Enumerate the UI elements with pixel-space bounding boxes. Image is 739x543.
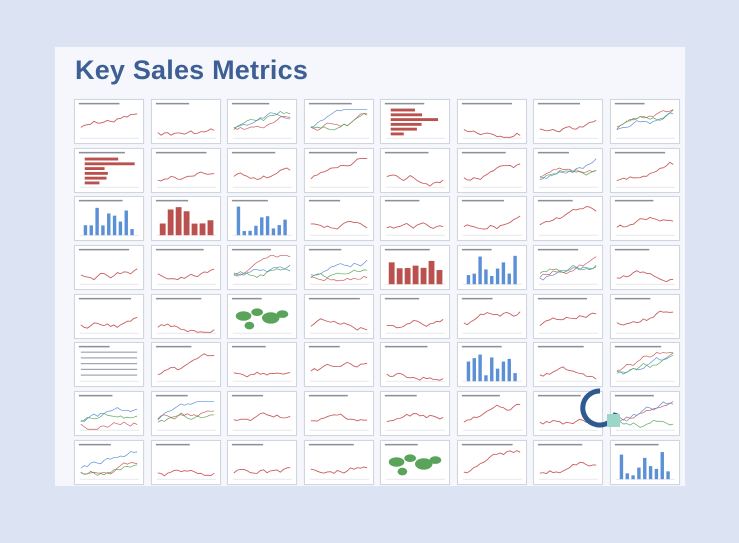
chart-thumbnail[interactable] <box>380 147 450 193</box>
chart-thumbnail[interactable] <box>533 293 603 339</box>
chart-thumbnail[interactable] <box>303 196 374 242</box>
chart-thumbnail[interactable] <box>380 293 450 339</box>
chart-thumbnail[interactable] <box>150 196 221 242</box>
chart-thumbnail[interactable] <box>533 99 603 144</box>
chart-thumbnail[interactable] <box>533 196 603 242</box>
chart-thumbnail[interactable] <box>303 293 374 339</box>
chart-thumbnail[interactable] <box>150 99 221 144</box>
chart-thumbnail[interactable] <box>609 245 680 291</box>
chart-thumbnail[interactable] <box>533 439 603 485</box>
chart-thumbnail[interactable] <box>150 391 221 437</box>
chart-thumbnail[interactable] <box>150 342 221 388</box>
chart-thumbnail[interactable] <box>380 439 450 485</box>
chart-thumbnail[interactable] <box>456 293 527 339</box>
chart-thumbnail[interactable] <box>303 147 374 193</box>
chart-thumbnail[interactable] <box>74 99 144 144</box>
chart-thumbnail[interactable] <box>150 293 221 339</box>
chart-thumbnail[interactable] <box>380 245 450 291</box>
chart-thumbnail[interactable] <box>227 196 297 242</box>
chart-thumbnail[interactable] <box>227 342 297 388</box>
chart-thumbnail[interactable] <box>303 391 374 437</box>
chart-thumbnail[interactable] <box>303 245 374 291</box>
chart-thumbnail[interactable] <box>74 293 144 339</box>
chart-thumbnail[interactable] <box>456 391 527 437</box>
dashboard-card: Key Sales Metrics <box>55 47 685 486</box>
chart-thumbnail[interactable] <box>380 391 450 437</box>
chart-thumbnail[interactable] <box>609 391 680 437</box>
chart-thumbnail[interactable] <box>150 439 221 485</box>
chart-thumbnail[interactable] <box>609 293 680 339</box>
chart-thumbnail[interactable] <box>303 99 374 144</box>
page-title: Key Sales Metrics <box>75 55 309 85</box>
chart-thumbnail[interactable] <box>74 196 144 242</box>
chart-thumbnail[interactable] <box>456 342 527 388</box>
chart-thumbnail[interactable] <box>456 439 527 485</box>
chart-thumbnail[interactable] <box>533 342 603 388</box>
chart-thumbnail[interactable] <box>456 147 527 193</box>
chart-thumbnail[interactable] <box>609 196 680 242</box>
chart-thumbnail[interactable] <box>456 196 527 242</box>
chart-thumbnail[interactable] <box>227 245 297 291</box>
chart-thumbnail[interactable] <box>380 342 450 388</box>
chart-thumbnail[interactable] <box>609 99 680 144</box>
chart-thumbnail[interactable] <box>533 147 603 193</box>
chart-thumbnail[interactable] <box>74 342 144 388</box>
chart-thumbnail[interactable] <box>456 245 527 291</box>
chart-thumbnail[interactable] <box>227 147 297 193</box>
chart-thumbnail[interactable] <box>456 99 527 144</box>
chart-thumbnail[interactable] <box>227 99 297 144</box>
chart-thumbnail[interactable] <box>150 147 221 193</box>
brand-logo-icon <box>580 388 620 428</box>
chart-thumbnail[interactable] <box>380 99 450 144</box>
chart-thumbnail[interactable] <box>533 391 603 437</box>
chart-thumbnail[interactable] <box>74 147 144 193</box>
chart-thumbnail[interactable] <box>227 439 297 485</box>
chart-thumbnail[interactable] <box>227 293 297 339</box>
chart-thumbnail[interactable] <box>609 439 680 485</box>
chart-thumbnail[interactable] <box>227 391 297 437</box>
chart-thumbnail[interactable] <box>74 391 144 437</box>
chart-thumbnail[interactable] <box>380 196 450 242</box>
chart-thumbnail-grid <box>74 99 680 485</box>
chart-thumbnail[interactable] <box>303 439 374 485</box>
chart-thumbnail[interactable] <box>74 245 144 291</box>
chart-thumbnail[interactable] <box>303 342 374 388</box>
chart-thumbnail[interactable] <box>150 245 221 291</box>
chart-thumbnail[interactable] <box>74 439 144 485</box>
chart-thumbnail[interactable] <box>609 342 680 388</box>
chart-thumbnail[interactable] <box>533 245 603 291</box>
chart-thumbnail[interactable] <box>609 147 680 193</box>
